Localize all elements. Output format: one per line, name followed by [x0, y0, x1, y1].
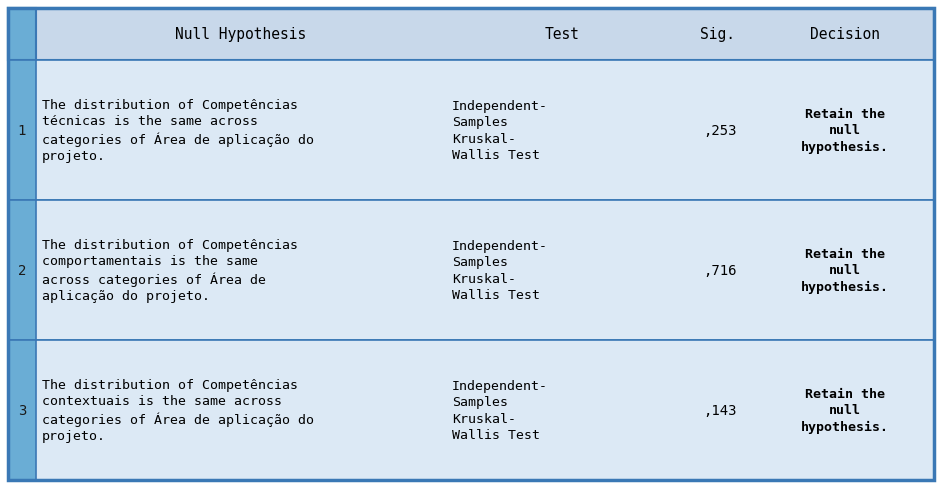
Text: Retain the
null
hypothesis.: Retain the null hypothesis. — [802, 108, 889, 154]
Bar — [8, 201, 36, 340]
Text: ,716: ,716 — [704, 264, 738, 278]
Text: The distribution of Competências
comportamentais is the same
across categories o: The distribution of Competências comport… — [41, 238, 298, 303]
Text: 3: 3 — [18, 403, 26, 417]
Text: Independent-
Samples
Kruskal-
Wallis Test: Independent- Samples Kruskal- Wallis Tes… — [452, 239, 548, 302]
Text: Null Hypothesis: Null Hypothesis — [175, 27, 306, 42]
Text: 1: 1 — [18, 124, 26, 138]
Text: Sig.: Sig. — [700, 27, 736, 42]
Text: ,143: ,143 — [704, 403, 738, 417]
Bar — [8, 340, 934, 480]
Text: 2: 2 — [18, 264, 26, 278]
Bar — [8, 201, 934, 340]
Text: The distribution of Competências
contextuais is the same across
categories of Ár: The distribution of Competências context… — [41, 378, 314, 442]
Text: Independent-
Samples
Kruskal-
Wallis Test: Independent- Samples Kruskal- Wallis Tes… — [452, 379, 548, 441]
Bar — [8, 340, 36, 480]
Text: Retain the
null
hypothesis.: Retain the null hypothesis. — [802, 247, 889, 293]
Text: The distribution of Competências
técnicas is the same across
categories of Área : The distribution of Competências técnica… — [41, 99, 314, 163]
Text: Retain the
null
hypothesis.: Retain the null hypothesis. — [802, 387, 889, 433]
Bar — [8, 61, 934, 201]
Text: Decision: Decision — [810, 27, 880, 42]
Text: ,253: ,253 — [704, 124, 738, 138]
Bar — [8, 9, 934, 61]
Bar — [8, 61, 36, 201]
Text: Independent-
Samples
Kruskal-
Wallis Test: Independent- Samples Kruskal- Wallis Tes… — [452, 100, 548, 162]
Text: Test: Test — [545, 27, 580, 42]
Bar — [8, 9, 36, 61]
